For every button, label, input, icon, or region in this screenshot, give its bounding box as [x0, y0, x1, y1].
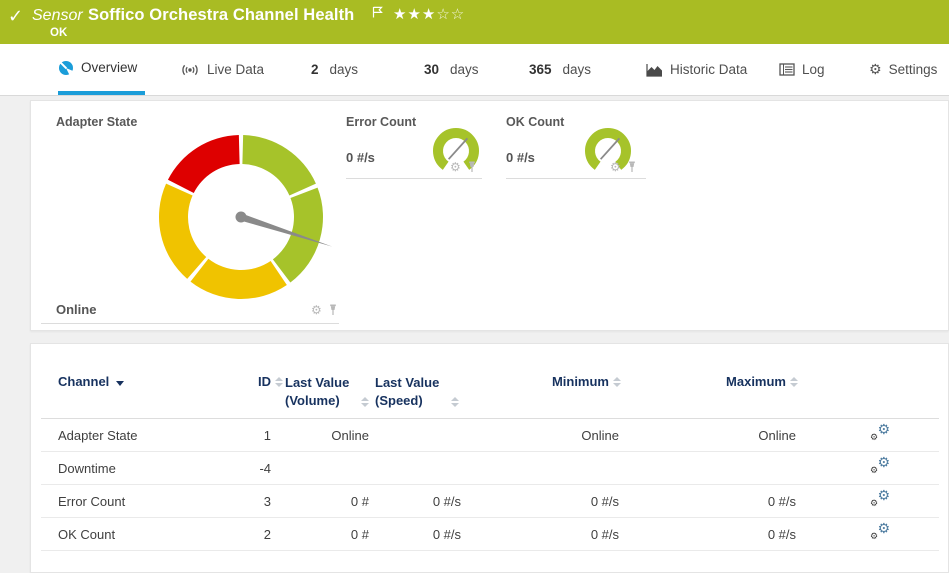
- ok-count-gauge-controls: ⚙: [610, 161, 637, 173]
- error-count-value: 0 #/s: [346, 150, 375, 165]
- ok-count-gauge: [585, 128, 631, 170]
- flag-icon[interactable]: [372, 5, 383, 23]
- pin-icon[interactable]: [467, 161, 477, 173]
- overview-gauges-panel: Adapter State Online ⚙ Error Count 0 #/s…: [30, 100, 949, 331]
- pin-icon[interactable]: [328, 304, 338, 316]
- column-header-minimum[interactable]: Minimum: [463, 374, 621, 389]
- priority-stars[interactable]: ★★★☆☆: [393, 5, 465, 23]
- gear-icon[interactable]: ⚙: [311, 303, 322, 317]
- cell-maximum: 0 #/s: [767, 526, 796, 542]
- tab-overview[interactable]: Overview: [58, 44, 146, 95]
- sort-icon: [451, 397, 459, 409]
- cell-last-value-volume: 0 #: [350, 493, 369, 509]
- stars-filled: ★★★: [393, 5, 437, 23]
- column-header-last-value-speed[interactable]: Last Value (Speed): [371, 374, 463, 409]
- cell-maximum: Online: [758, 427, 796, 443]
- column-header-id[interactable]: ID: [241, 374, 283, 389]
- adapter-state-gauge-title: Adapter State: [56, 115, 138, 129]
- cell-channel-name: OK Count: [58, 526, 116, 542]
- column-header-channel[interactable]: Channel: [58, 374, 241, 389]
- error-count-gauge-controls: ⚙: [450, 161, 477, 173]
- cell-minimum: Online: [581, 427, 619, 443]
- channel-settings-gears-icon[interactable]: ⚙ ⚙: [870, 455, 890, 477]
- stars-empty: ☆☆: [436, 5, 466, 23]
- cell-maximum: 0 #/s: [767, 493, 796, 509]
- cell-channel-name: Downtime: [58, 460, 116, 476]
- cell-minimum: 0 #/s: [590, 526, 619, 542]
- table-row: OK Count 2 0 # 0 #/s 0 #/s 0 #/s ⚙ ⚙: [41, 518, 939, 552]
- gauge-divider: [41, 323, 339, 324]
- sort-icon: [613, 377, 621, 389]
- gear-icon[interactable]: ⚙: [610, 160, 621, 174]
- sort-icon: [361, 397, 369, 409]
- tab-label: days: [329, 62, 359, 77]
- column-header-last-value-volume[interactable]: Last Value (Volume): [283, 374, 371, 409]
- tab-label: Log: [802, 62, 825, 77]
- cell-id: -4: [259, 460, 271, 476]
- table-row: Downtime -4 ⚙ ⚙: [41, 452, 939, 486]
- cell-channel-name: Adapter State: [58, 427, 138, 443]
- tab-label: Historic Data: [670, 62, 748, 77]
- object-kind-label: Sensor: [32, 7, 83, 24]
- sort-icon: [790, 377, 798, 389]
- error-count-gauge: [433, 128, 479, 170]
- table-row: Error Count 3 0 # 0 #/s 0 #/s 0 #/s ⚙ ⚙: [41, 485, 939, 519]
- adapter-state-value: Online: [56, 302, 97, 317]
- column-header-maximum[interactable]: Maximum: [621, 374, 798, 389]
- cell-id: 3: [263, 493, 271, 509]
- tab-label: days: [450, 62, 479, 77]
- cell-last-value-speed: 0 #/s: [432, 526, 461, 542]
- ok-count-value: 0 #/s: [506, 150, 535, 165]
- cell-channel-name: Error Count: [58, 493, 126, 509]
- tab-bar: Overview Live Data 2 days 30 days 365 da…: [0, 44, 949, 96]
- gear-icon: ⚙: [869, 61, 882, 78]
- cell-id: 2: [263, 526, 271, 542]
- cell-last-value-speed: 0 #/s: [432, 493, 461, 509]
- cell-last-value-volume: 0 #: [350, 526, 369, 542]
- tab-live-data[interactable]: Live Data: [180, 44, 264, 95]
- tab-label: Settings: [888, 62, 938, 77]
- gauge-divider: [346, 178, 482, 179]
- tab-number: 2: [311, 62, 319, 77]
- gauge-divider: [506, 178, 646, 179]
- tab-label: days: [562, 62, 592, 77]
- tab-label: Live Data: [207, 62, 265, 77]
- adapter-gauge-controls: ⚙: [311, 304, 338, 316]
- tab-365-days[interactable]: 365 days: [529, 44, 591, 95]
- sensor-banner: ✓ Sensor Soffico Orchestra Channel Healt…: [0, 0, 949, 44]
- adapter-state-donut-gauge: [159, 135, 333, 299]
- channel-table-body: Adapter State 1 Online Online Online ⚙ ⚙ …: [41, 419, 939, 552]
- pin-icon[interactable]: [627, 161, 637, 173]
- sensor-status-badge: OK: [50, 27, 68, 39]
- channel-settings-gears-icon[interactable]: ⚙ ⚙: [870, 521, 890, 543]
- broadcast-icon: [182, 64, 198, 75]
- log-list-icon: [779, 63, 795, 76]
- channel-table-panel: Channel ID Last Value (Volume) Last Valu…: [30, 343, 949, 573]
- channel-settings-gears-icon[interactable]: ⚙ ⚙: [870, 422, 890, 444]
- table-row: Adapter State 1 Online Online Online ⚙ ⚙: [41, 419, 939, 453]
- tab-historic-data[interactable]: Historic Data: [646, 44, 747, 95]
- cell-minimum: 0 #/s: [590, 493, 619, 509]
- gear-icon[interactable]: ⚙: [450, 160, 461, 174]
- tab-2-days[interactable]: 2 days: [311, 44, 358, 95]
- cell-id: 1: [263, 427, 271, 443]
- tab-number: 30: [424, 62, 440, 77]
- tab-log[interactable]: Log: [779, 44, 825, 95]
- tab-label: Overview: [81, 60, 138, 75]
- tab-30-days[interactable]: 30 days: [424, 44, 479, 95]
- error-count-gauge-title: Error Count: [346, 115, 417, 129]
- channel-table-header: Channel ID Last Value (Volume) Last Valu…: [41, 374, 939, 420]
- cell-last-value-volume: Online: [331, 427, 369, 443]
- tab-number: 365: [529, 62, 552, 77]
- gauge-icon: [59, 60, 73, 75]
- sensor-title: Soffico Orchestra Channel Health: [88, 6, 355, 24]
- status-check-icon: ✓: [8, 6, 24, 27]
- ok-count-gauge-title: OK Count: [506, 115, 565, 129]
- area-chart-icon: [646, 63, 662, 77]
- channel-settings-gears-icon[interactable]: ⚙ ⚙: [870, 488, 890, 510]
- chevron-down-icon: [116, 381, 125, 386]
- tab-settings[interactable]: ⚙ Settings: [869, 44, 937, 95]
- sort-icon: [275, 377, 283, 389]
